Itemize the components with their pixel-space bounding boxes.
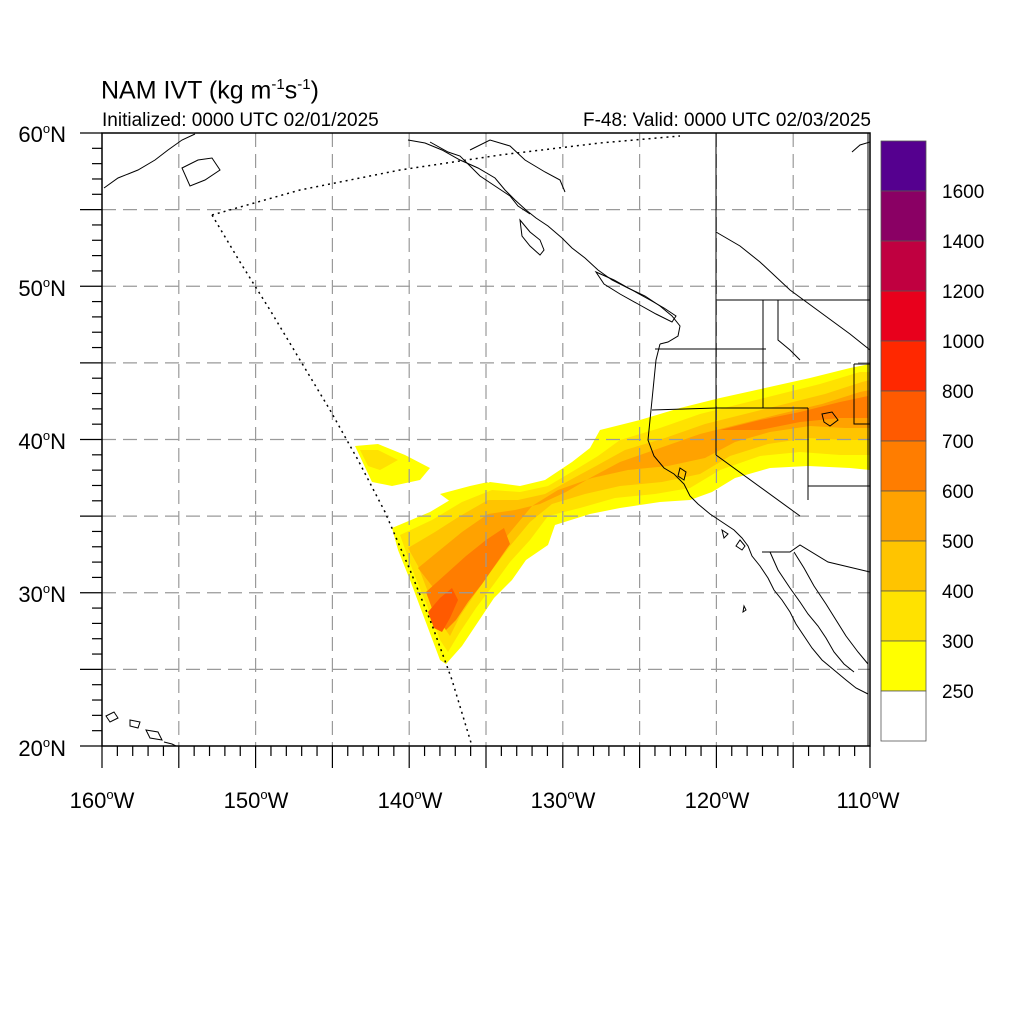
colorbar-swatch: [880, 540, 927, 592]
colorbar-swatch: [880, 390, 927, 442]
y-tick-label: 30oN: [18, 581, 66, 607]
colorbar-label: 400: [942, 582, 974, 603]
valid-time: F-48: Valid: 0000 UTC 02/03/2025: [583, 110, 871, 131]
plot-area: [102, 133, 870, 746]
colorbar-label: 300: [942, 632, 974, 653]
map-title: NAM IVT (kg m-1s-1): [101, 76, 319, 105]
ivt-shading: [355, 364, 870, 664]
ivt-300-region: [360, 450, 398, 470]
colorbar-label: 1400: [942, 232, 984, 253]
x-tick-label: 120oW: [685, 787, 750, 813]
lat-lon-gridlines: [102, 133, 870, 746]
colorbar-label: 800: [942, 382, 974, 403]
colorbar-label: 500: [942, 532, 974, 553]
colorbar-label: 700: [942, 432, 974, 453]
x-tick-label: 140oW: [378, 787, 443, 813]
colorbar-label: 600: [942, 482, 974, 503]
y-axis-labels: 60oN 50oN 40oN 30oN 20oN: [18, 121, 66, 761]
x-tick-label: 160oW: [70, 787, 135, 813]
colorbar-label: 1600: [942, 182, 984, 203]
axis-ticks: [80, 132, 871, 768]
colorbar-label: 250: [942, 682, 974, 703]
model-domain-boundary: [211, 135, 681, 746]
colorbar-swatch: [880, 190, 927, 242]
colorbar-swatch: [880, 640, 927, 692]
y-tick-label: 40oN: [18, 428, 66, 454]
colorbar-swatch: [880, 690, 927, 742]
ivt-700-region: [428, 588, 458, 632]
y-tick-label: 20oN: [18, 735, 66, 761]
x-tick-label: 130oW: [531, 787, 596, 813]
colorbar-swatch: [880, 240, 927, 292]
colorbar-swatch: [880, 140, 927, 192]
x-tick-label: 150oW: [224, 787, 289, 813]
y-tick-label: 60oN: [18, 121, 66, 147]
colorbar-swatch: [880, 490, 927, 542]
colorbar-swatch: [880, 590, 927, 642]
colorbar-swatch: [880, 340, 927, 392]
coastlines-and-borders: [103, 133, 870, 746]
x-tick-label: 110oW: [836, 787, 899, 813]
colorbar-swatch: [880, 290, 927, 342]
x-axis-labels: 160oW 150oW 140oW 130oW 120oW 110oW: [70, 787, 900, 813]
initialized-time: Initialized: 0000 UTC 02/01/2025: [102, 110, 379, 131]
colorbar-label: 1000: [942, 332, 984, 353]
y-tick-label: 50oN: [18, 275, 66, 301]
ivt-600-region: [720, 396, 868, 430]
colorbar-swatch: [880, 440, 927, 492]
ivt-400-region: [408, 380, 870, 636]
ivt-colorbar: 1600 1400 1200 1000 800 700 600 500 400 300 250: [880, 140, 984, 742]
colorbar-label: 1200: [942, 282, 984, 303]
